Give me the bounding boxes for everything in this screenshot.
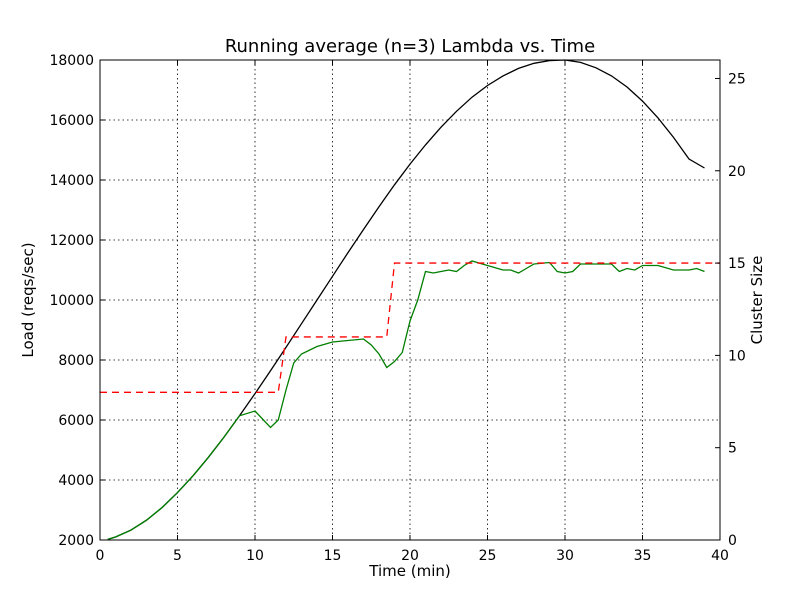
x-tick-label: 35: [634, 548, 652, 564]
chart-title: Running average (n=3) Lambda vs. Time: [225, 36, 595, 57]
x-tick-label: 40: [711, 548, 729, 564]
y-tick-label-right: 25: [728, 71, 746, 87]
y-tick-label-right: 5: [728, 441, 737, 457]
y-tick-label-left: 6000: [58, 413, 94, 429]
x-tick-label: 0: [96, 548, 105, 564]
y-tick-label-right: 20: [728, 164, 746, 180]
y-tick-label-right: 0: [728, 533, 737, 549]
series: [100, 59, 720, 541]
y-tick-label-left: 16000: [49, 113, 94, 129]
y-tick-label-left: 10000: [49, 293, 94, 309]
y-tick-label-left: 18000: [49, 53, 94, 69]
ticks: 0 5 10 15 20 25 30 35 40 2000 4000 6000 8000 10000 120…: [49, 53, 745, 564]
x-tick-label: 10: [246, 548, 264, 564]
y-axis-label-right: Cluster Size: [748, 256, 766, 345]
x-tick-label: 5: [173, 548, 182, 564]
y-tick-label-left: 4000: [58, 473, 94, 489]
x-tick-label: 25: [479, 548, 497, 564]
y-tick-label-left: 2000: [58, 533, 94, 549]
y-tick-label-left: 12000: [49, 233, 94, 249]
y-axis-label-left: Load (reqs/sec): [19, 242, 37, 357]
series-line-3: [100, 262, 720, 393]
y-tick-label-right: 15: [728, 256, 746, 272]
y-tick-label-left: 8000: [58, 353, 94, 369]
x-axis-label: Time (min): [368, 562, 450, 580]
x-tick-label: 15: [324, 548, 342, 564]
x-tick-label: 20: [401, 548, 419, 564]
y-tick-label-right: 10: [728, 348, 746, 364]
series-line-2: [107, 260, 705, 541]
y-tick-label-left: 14000: [49, 173, 94, 189]
x-tick-label: 30: [556, 548, 574, 564]
